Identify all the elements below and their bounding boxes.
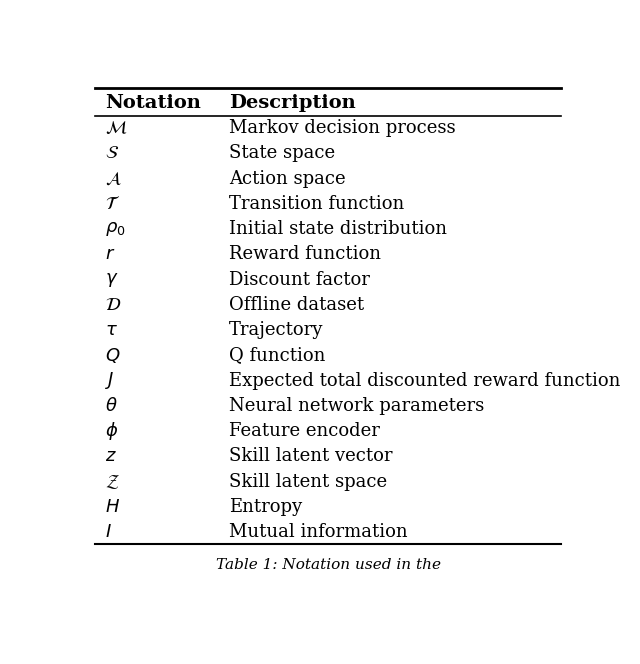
Text: Action space: Action space — [229, 169, 346, 187]
Text: Entropy: Entropy — [229, 498, 302, 516]
Text: Transition function: Transition function — [229, 195, 404, 212]
Text: Markov decision process: Markov decision process — [229, 119, 456, 137]
Text: Feature encoder: Feature encoder — [229, 422, 380, 440]
Text: $I$: $I$ — [105, 523, 111, 541]
Text: $\mathcal{A}$: $\mathcal{A}$ — [105, 169, 122, 187]
Text: Description: Description — [229, 94, 356, 112]
Text: $\mathcal{Z}$: $\mathcal{Z}$ — [105, 473, 120, 491]
Text: $\gamma$: $\gamma$ — [105, 271, 118, 289]
Text: $\mathcal{M}$: $\mathcal{M}$ — [105, 119, 127, 137]
Text: Initial state distribution: Initial state distribution — [229, 220, 447, 238]
Text: Skill latent vector: Skill latent vector — [229, 448, 392, 465]
Text: $\mathcal{T}$: $\mathcal{T}$ — [105, 195, 120, 212]
Text: Trajectory: Trajectory — [229, 321, 323, 339]
Text: Reward function: Reward function — [229, 245, 381, 264]
Text: Neural network parameters: Neural network parameters — [229, 397, 484, 415]
Text: $\mathcal{D}$: $\mathcal{D}$ — [105, 296, 121, 314]
Text: $\rho_0$: $\rho_0$ — [105, 220, 125, 238]
Text: Table 1: Notation used in the: Table 1: Notation used in the — [216, 558, 440, 572]
Text: State space: State space — [229, 144, 335, 162]
Text: Q function: Q function — [229, 347, 325, 365]
Text: $\phi$: $\phi$ — [105, 420, 118, 442]
Text: Skill latent space: Skill latent space — [229, 473, 387, 491]
Text: $H$: $H$ — [105, 498, 120, 516]
Text: Discount factor: Discount factor — [229, 271, 370, 289]
Text: $J$: $J$ — [105, 370, 115, 391]
Text: $\mathcal{S}$: $\mathcal{S}$ — [105, 144, 119, 162]
Text: Offline dataset: Offline dataset — [229, 296, 364, 314]
Text: $z$: $z$ — [105, 448, 116, 465]
Text: $Q$: $Q$ — [105, 346, 120, 365]
Text: Mutual information: Mutual information — [229, 523, 408, 541]
Text: $\tau$: $\tau$ — [105, 321, 118, 339]
Text: $\theta$: $\theta$ — [105, 397, 118, 415]
Text: $r$: $r$ — [105, 245, 115, 264]
Text: Expected total discounted reward function: Expected total discounted reward functio… — [229, 372, 620, 390]
Text: Notation: Notation — [105, 94, 201, 112]
